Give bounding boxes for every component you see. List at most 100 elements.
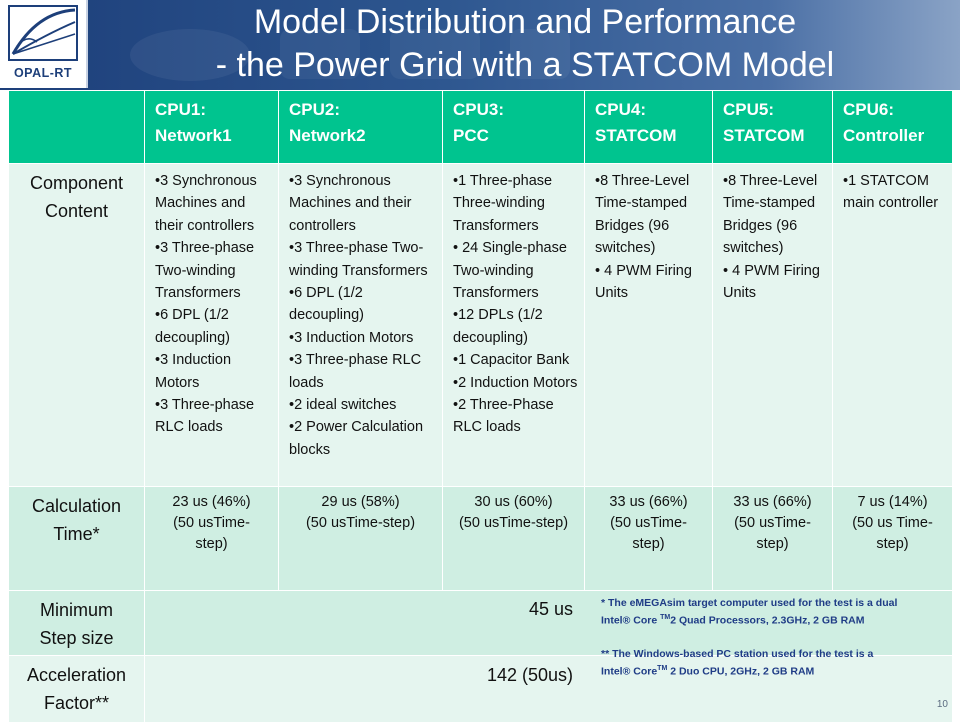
header-cpu5-line1: CPU5: xyxy=(723,100,775,119)
calc-cell-cpu6: 7 us (14%) (50 us Time-step) xyxy=(832,486,953,591)
component-item: • 4 PWM Firing Units xyxy=(595,262,692,302)
component-cell-cpu5: •8 Three-Level Time-stamped Bridges (96 … xyxy=(712,163,833,487)
calc-cpu4-l3: step) xyxy=(632,536,665,552)
acceleration-value: 142 (50us) xyxy=(486,665,573,685)
slide-header: OPAL-RT Model Distribution and Performan… xyxy=(0,0,960,90)
component-item: •6 DPL (1/2 decoupling) xyxy=(155,307,230,346)
component-list-cpu3: •1 Three-phase Three-winding Transformer… xyxy=(443,164,584,439)
component-item: •8 Three-Level Time-stamped Bridges (96 … xyxy=(723,173,818,257)
component-cell-cpu1: •3 Synchronous Machines and their contro… xyxy=(144,163,279,487)
component-item: •2 Three-Phase RLC loads xyxy=(453,397,554,436)
table-row-component: Component Content •3 Synchronous Machines… xyxy=(8,163,953,487)
calc-cpu2-l1: 29 us (58%) xyxy=(321,494,400,510)
fn2-text-a: ** The Windows-based PC station used for… xyxy=(601,648,874,677)
component-cell-cpu2: •3 Synchronous Machines and their contro… xyxy=(278,163,443,487)
component-item: •3 Three-phase RLC loads xyxy=(155,397,255,436)
calc-cpu5-l3: step) xyxy=(756,536,789,552)
component-item: •2 Power Calculation blocks xyxy=(289,419,424,458)
fn2-text-b: 2 Duo CPU, 2GHz, 2 GB RAM xyxy=(667,665,815,677)
logo-text: OPAL-RT xyxy=(13,66,73,80)
calc-cpu6-l1: 7 us (14%) xyxy=(857,494,928,510)
calc-cpu1-l3: step) xyxy=(195,536,228,552)
fn1-text-b: 2 Quad Processors, 2.3GHz, 2 GB RAM xyxy=(670,614,865,626)
row-label-step: Minimum Step size xyxy=(8,590,145,656)
row-label-accel-line2: Factor** xyxy=(43,693,110,713)
component-list-cpu6: •1 STATCOM main controller xyxy=(833,164,952,215)
calc-cell-cpu5: 33 us (66%) (50 usTime-step) xyxy=(712,486,833,591)
component-item: •1 STATCOM main controller xyxy=(843,173,939,212)
header-cpu5-line2: STATCOM xyxy=(723,126,805,145)
header-watermark xyxy=(110,15,930,85)
calc-cell-cpu3: 30 us (60%) (50 usTime-step) xyxy=(442,486,585,591)
acceleration-cell: 142 (50us) xyxy=(144,655,953,723)
header-cpu1-line2: Network1 xyxy=(155,126,232,145)
page-number: 10 xyxy=(936,699,948,710)
component-item: •3 Three-phase RLC loads xyxy=(289,352,422,391)
header-cpu3: CPU3: PCC xyxy=(442,90,585,164)
calc-cpu1-l1: 23 us (46%) xyxy=(172,494,251,510)
header-cpu2-line1: CPU2: xyxy=(289,100,341,119)
component-item: •2 ideal switches xyxy=(289,397,397,414)
header-cpu6: CPU6: Controller xyxy=(832,90,953,164)
calc-cpu3-l1: 30 us (60%) xyxy=(474,494,553,510)
performance-table: CPU1: Network1 CPU2: Network2 CPU3: PCC CPU… xyxy=(8,90,953,723)
opal-rt-logo: OPAL-RT xyxy=(0,0,88,88)
slide-title: Model Distribution and Performance - the… xyxy=(180,1,870,87)
component-list-cpu4: •8 Three-Level Time-stamped Bridges (96 … xyxy=(585,164,712,304)
calc-cell-cpu2: 29 us (58%) (50 usTime-step) xyxy=(278,486,443,591)
component-item: •1 Capacitor Bank xyxy=(453,352,570,369)
component-item: •2 Induction Motors xyxy=(453,374,578,391)
row-label-component-line1: Component xyxy=(29,173,124,193)
component-cell-cpu3: •1 Three-phase Three-winding Transformer… xyxy=(442,163,585,487)
calc-cell-cpu4: 33 us (66%) (50 usTime-step) xyxy=(584,486,713,591)
logo-arc-icon xyxy=(8,5,78,61)
calc-cpu5-l2: (50 usTime- xyxy=(734,515,811,531)
header-corner xyxy=(8,90,145,164)
component-item: •3 Induction Motors xyxy=(155,352,232,391)
watermark-shape xyxy=(130,29,570,81)
calc-cpu3-l2: (50 usTime-step) xyxy=(458,515,569,531)
component-item: • 4 PWM Firing Units xyxy=(723,262,820,302)
header-cpu2-line2: Network2 xyxy=(289,126,366,145)
header-cpu2: CPU2: Network2 xyxy=(278,90,443,164)
row-label-calc-line1: Calculation xyxy=(31,496,122,516)
component-item: •3 Induction Motors xyxy=(289,329,414,346)
calc-cpu6-l2: (50 us Time- xyxy=(852,515,933,531)
min-step-value: 45 us xyxy=(528,599,573,619)
header-cpu1: CPU1: Network1 xyxy=(144,90,279,164)
row-label-component: Component Content xyxy=(8,163,145,487)
fn1-text-a: * The eMEGAsim target computer used for … xyxy=(601,597,898,626)
calc-cell-cpu1: 23 us (46%) (50 usTime-step) xyxy=(144,486,279,591)
calc-cpu1-l2: (50 usTime- xyxy=(173,515,250,531)
title-line-1: Model Distribution and Performance xyxy=(253,3,797,41)
component-cell-cpu6: •1 STATCOM main controller xyxy=(832,163,953,487)
component-item: •3 Synchronous Machines and their contro… xyxy=(289,173,412,234)
footnote-pc-station: ** The Windows-based PC station used for… xyxy=(601,648,901,679)
component-item: •3 Three-phase Two-winding Transformers xyxy=(155,240,255,302)
header-cpu4-line2: STATCOM xyxy=(595,126,677,145)
calc-cpu4-l2: (50 usTime- xyxy=(610,515,687,531)
component-item: • 24 Single-phase Two-winding Transforme… xyxy=(453,240,567,302)
fn2-tm: TM xyxy=(657,664,668,672)
header-cpu4-line1: CPU4: xyxy=(595,100,647,119)
row-label-calc: Calculation Time* xyxy=(8,486,145,591)
component-item: •3 Synchronous Machines and their contro… xyxy=(155,173,257,234)
header-cpu5: CPU5: STATCOM xyxy=(712,90,833,164)
component-list-cpu1: •3 Synchronous Machines and their contro… xyxy=(145,164,278,439)
fn1-tm: TM xyxy=(660,613,671,621)
header-cpu4: CPU4: STATCOM xyxy=(584,90,713,164)
row-label-step-line2: Step size xyxy=(39,628,114,648)
header-cpu3-line2: PCC xyxy=(453,126,489,145)
calc-cpu5-l1: 33 us (66%) xyxy=(733,494,812,510)
table-row-calc-time: Calculation Time* 23 us (46%) (50 usTime-s… xyxy=(8,486,953,591)
row-label-accel: Acceleration Factor** xyxy=(8,655,145,723)
table-header-row: CPU1: Network1 CPU2: Network2 CPU3: PCC CPU… xyxy=(8,90,953,164)
component-item: •1 Three-phase Three-winding Transformer… xyxy=(453,173,553,234)
row-label-step-line1: Minimum xyxy=(39,600,113,620)
component-item: •6 DPL (1/2 decoupling) xyxy=(289,285,364,324)
min-step-cell: 45 us xyxy=(144,590,953,656)
header-cpu6-line2: Controller xyxy=(843,126,925,145)
calc-cpu2-l2: (50 usTime-step) xyxy=(305,515,416,531)
footnote-target-computer: * The eMEGAsim target computer used for … xyxy=(601,597,901,628)
calc-cpu6-l3: step) xyxy=(876,536,909,552)
